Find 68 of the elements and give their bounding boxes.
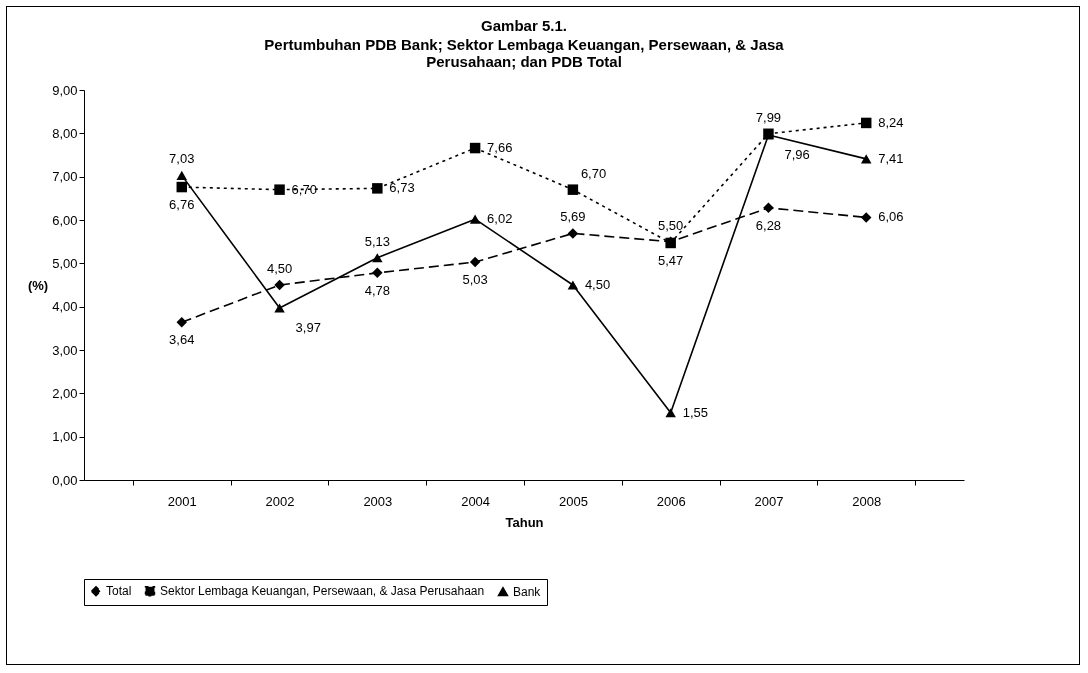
y-tick-label: 5,00 — [52, 255, 78, 271]
y-tick-label: 7,00 — [52, 169, 78, 185]
chart-subtitle: Pertumbuhan PDB Bank; Sektor Lembaga Keuangan, Persewaan, & Jasa Perusahaan; dan PDB Total — [264, 36, 785, 70]
point — [567, 184, 579, 195]
y-tick-label: 6,00 — [52, 212, 78, 228]
data-label: 7,66 — [487, 140, 513, 156]
point — [860, 117, 872, 129]
data-label: 8,24 — [878, 114, 904, 130]
data-label: 7,03 — [169, 151, 195, 167]
data-label: 1,55 — [682, 404, 708, 420]
data-label: 5,69 — [560, 209, 586, 225]
point — [469, 214, 481, 224]
x-tick-label: 2002 — [265, 493, 295, 509]
data-label: 4,50 — [584, 277, 611, 292]
data-label: 7,96 — [784, 147, 810, 163]
legend-label: Total — [106, 584, 132, 599]
data-label: 5,50 — [658, 217, 684, 233]
point — [372, 183, 383, 194]
point — [274, 184, 285, 195]
data-label: 7,99 — [755, 109, 782, 125]
x-tick-label: 2003 — [363, 493, 393, 509]
point — [372, 253, 383, 263]
data-label: 3,64 — [169, 332, 195, 348]
point — [372, 267, 383, 279]
chart-title: Gambar 5.1. — [481, 17, 567, 34]
data-label: 5,47 — [658, 252, 684, 268]
point — [176, 170, 188, 180]
data-label: 4,78 — [364, 282, 390, 298]
data-label: 6,70 — [580, 165, 607, 181]
y-axis-title: (%) — [27, 277, 49, 293]
point — [763, 202, 774, 214]
y-tick-label: 8,00 — [52, 125, 78, 141]
data-label: 4,50 — [266, 261, 293, 276]
point — [469, 142, 481, 154]
x-axis-title: Tahun — [505, 514, 544, 530]
legend-label: Sektor Lembaga Keuangan, Persewaan, & Jasa Perusahaan — [160, 584, 485, 599]
y-tick-label: 2,00 — [52, 385, 78, 401]
x-tick-label: 2006 — [656, 493, 686, 509]
point — [176, 181, 188, 193]
data-label: 6,73 — [389, 180, 415, 196]
data-label: 5,13 — [364, 233, 390, 249]
point — [665, 408, 676, 418]
data-label: 7,41 — [878, 150, 904, 166]
data-label: 5,03 — [462, 272, 488, 288]
data-label: 6,76 — [169, 197, 195, 213]
point — [176, 317, 188, 328]
x-tick-label: 2008 — [852, 493, 882, 509]
point — [274, 279, 285, 291]
data-label: 6,70 — [291, 181, 317, 197]
data-label: 3,97 — [295, 319, 321, 335]
y-tick-label: 9,00 — [52, 82, 78, 98]
point — [274, 303, 285, 313]
x-tick-label: 2007 — [754, 493, 784, 509]
x-tick-label: 2001 — [167, 493, 197, 509]
point — [567, 280, 579, 290]
data-label: 6,28 — [755, 217, 782, 233]
y-tick-label: 3,00 — [52, 342, 78, 358]
legend-label: Bank — [513, 584, 542, 599]
point — [469, 256, 481, 268]
y-tick-label: 1,00 — [52, 429, 78, 445]
data-label: 6,06 — [878, 209, 904, 225]
data-label: 6,02 — [487, 211, 513, 227]
x-tick-label: 2004 — [461, 493, 491, 509]
x-tick-label: 2005 — [558, 493, 588, 509]
y-tick-label: 4,00 — [52, 299, 78, 315]
point — [567, 228, 579, 239]
point — [860, 212, 872, 223]
y-tick-label: 0,00 — [52, 472, 78, 488]
